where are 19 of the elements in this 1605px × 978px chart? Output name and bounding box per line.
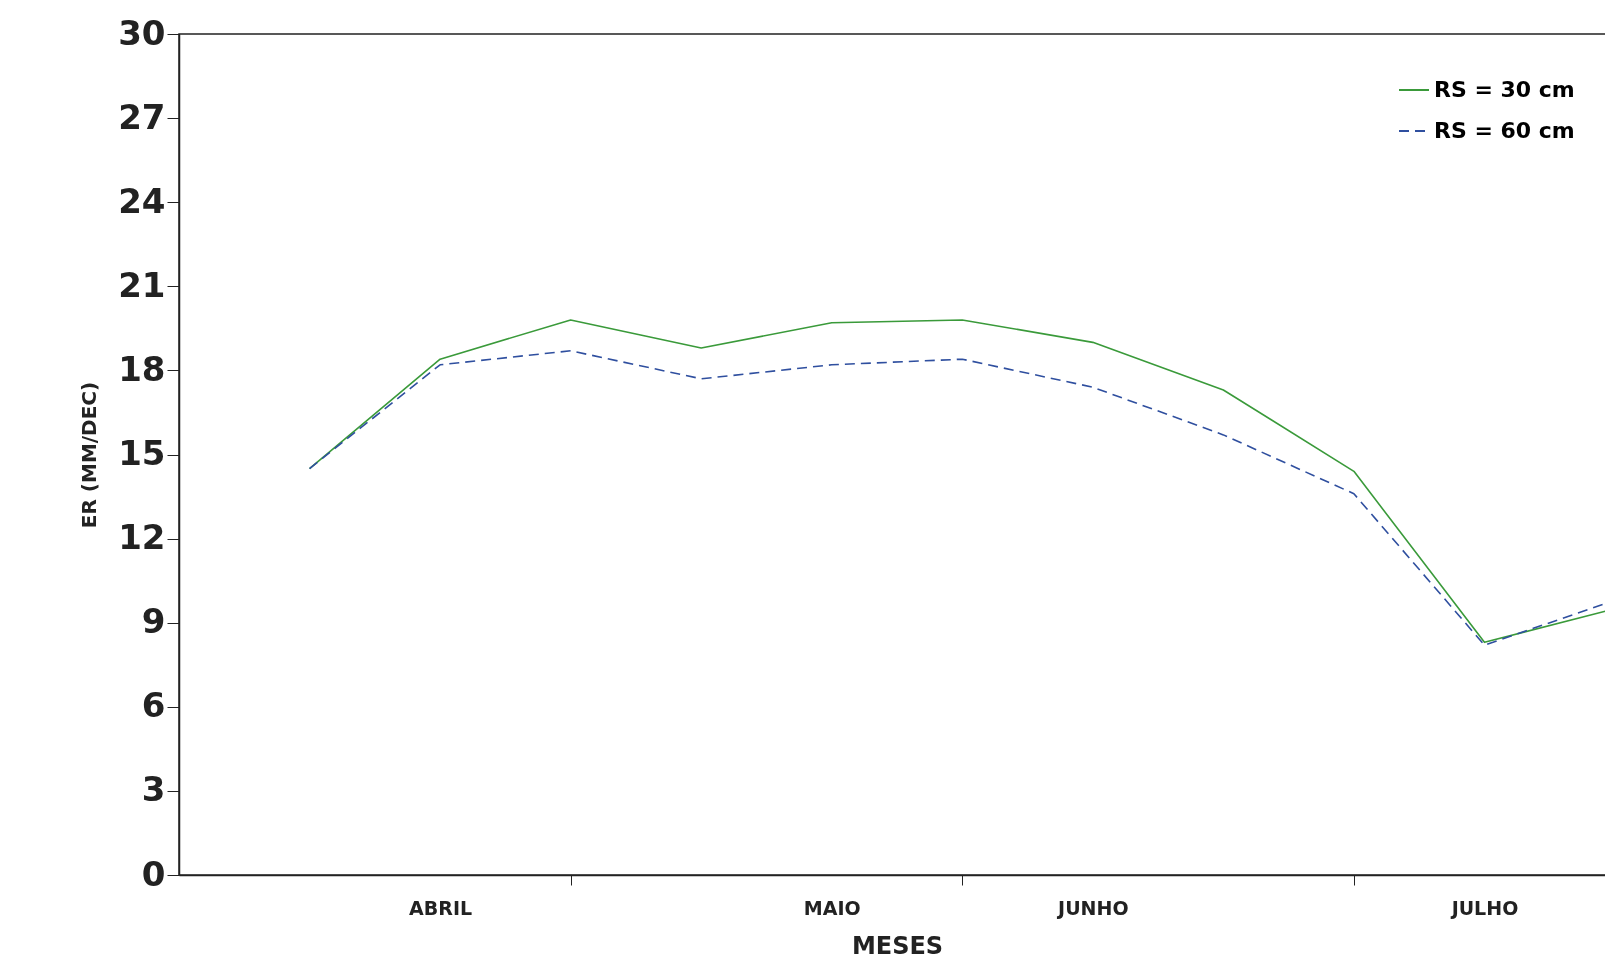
x-tick-label: ABRIL (409, 896, 473, 919)
y-tick-label: 0 (141, 853, 166, 894)
y-tick-label: 24 (118, 180, 166, 221)
legend-label: RS = 60 cm (1434, 118, 1575, 143)
y-tick-label: 12 (118, 517, 166, 558)
y-tick-label: 27 (118, 96, 166, 137)
x-axis-title: MESES (851, 931, 944, 960)
y-tick-label: 30 (118, 12, 166, 53)
y-tick-label: 6 (141, 685, 166, 726)
y-tick-label: 18 (118, 348, 166, 389)
y-tick-label: 21 (118, 264, 166, 305)
y-tick-label: 9 (141, 601, 166, 642)
y-axis-title: ER (MM/DEC) (77, 381, 102, 529)
x-tick-label: JULHO (1449, 896, 1519, 919)
x-tick-label: JUNHO (1056, 896, 1129, 919)
legend-label: RS = 30 cm (1434, 77, 1575, 102)
y-tick-label: 15 (118, 433, 166, 473)
x-tick-label: MAIO (803, 896, 861, 919)
y-tick-label: 3 (141, 769, 166, 810)
